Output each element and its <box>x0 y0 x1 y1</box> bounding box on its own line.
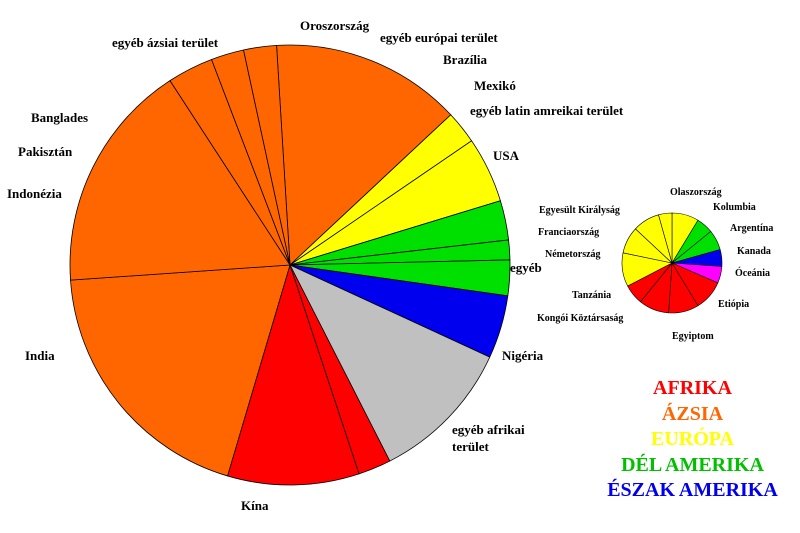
legend-item-azsia: ÁZSIA <box>661 402 724 425</box>
legend-item-del-amerika: DÉL AMERIKA <box>621 453 764 476</box>
inset-label-nemetorszag: Németország <box>545 249 601 260</box>
main-label-egyeb-afrikai-terulet: egyéb afrikai terület <box>452 422 525 454</box>
inset-label-egyiptom: Egyiptom <box>672 331 714 342</box>
main-label-indonezia: Indonézia <box>7 186 62 201</box>
inset-label-olaszorszag: Olaszország <box>670 187 722 198</box>
main-label-brazilia: Brazília <box>443 52 488 67</box>
legend-item-europa: EURÓPA <box>651 428 734 450</box>
main-slice-india <box>69 80 291 281</box>
inset-label-franciaorszag: Franciaország <box>538 227 599 238</box>
main-label-oroszorszag: Oroszország <box>300 18 370 33</box>
legend-item-eszak-amerika: ÉSZAK AMERIKA <box>607 479 778 501</box>
inset-pie-labels: Olaszország Kolumbia Argentína Kanada Óceáni… <box>537 187 773 342</box>
main-label-pakisztan: Pakisztán <box>18 144 73 159</box>
main-slice-egyeb-azsiai-terulet <box>276 44 452 266</box>
inset-label-kongoi-koztarsasag: Kongói Köztársaság <box>537 313 623 324</box>
main-slice-egyeb <box>289 264 491 462</box>
inset-pie <box>621 212 723 314</box>
legend: AFRIKA ÁZSIA EURÓPA DÉL AMERIKA ÉSZAK AM… <box>590 376 795 504</box>
main-pie <box>69 44 511 486</box>
main-slice-kina <box>70 264 291 477</box>
inset-label-kolumbia: Kolumbia <box>713 202 756 213</box>
inset-label-tanzania: Tanzánia <box>572 290 611 301</box>
main-label-egyeb-latin-amreikai-terulet: egyéb latin amreikai terület <box>470 103 624 118</box>
main-label-india: India <box>25 348 55 363</box>
main-slice-egyeb-afrikai-terulet <box>227 263 360 486</box>
main-pie-labels: egyéb ázsiai terület Oroszország egyéb eur… <box>7 18 624 513</box>
main-label-egyeb-europai-terulet: egyéb európai terület <box>380 30 498 45</box>
inset-label-egyesult-kiralysag: Egyesült Királyság <box>539 205 620 216</box>
main-label-egyeb: egyéb <box>510 260 542 275</box>
inset-label-oceania: Óceánia <box>735 267 770 279</box>
inset-label-argentina: Argentína <box>730 223 773 234</box>
inset-label-etiopia: Etiópia <box>718 299 749 310</box>
main-label-banglades: Banglades <box>31 110 88 125</box>
main-label-usa: USA <box>493 148 520 163</box>
main-label-nigeria: Nigéria <box>502 348 544 363</box>
main-label-mexiko: Mexikó <box>474 78 516 93</box>
main-label-egyeb-azsiai-terulet: egyéb ázsiai terület <box>112 35 219 50</box>
main-slice-banglades <box>243 44 291 266</box>
inset-label-kanada: Kanada <box>737 246 771 257</box>
main-label-kina: Kína <box>241 498 269 513</box>
inset-slice-unlabeled-12 <box>658 212 673 264</box>
legend-item-afrika: AFRIKA <box>653 377 732 399</box>
